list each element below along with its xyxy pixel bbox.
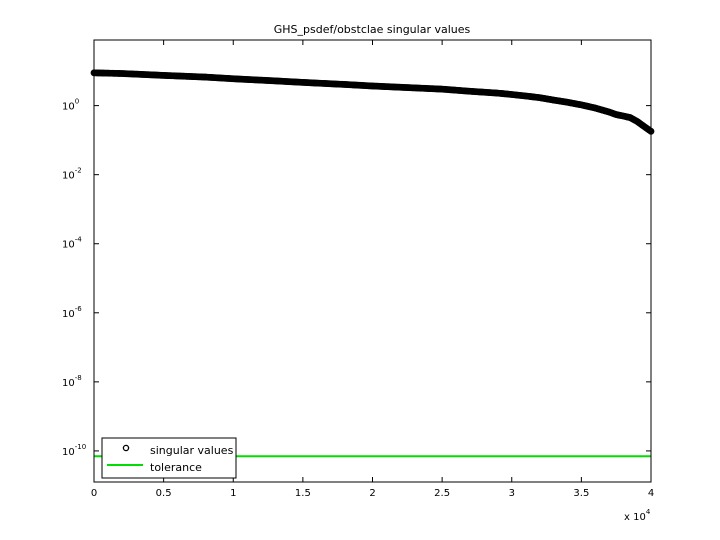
svg-text:x 104: x 104 (624, 508, 651, 523)
x-tick-label: 3 (509, 488, 515, 499)
y-tick-label: 10-8 (62, 374, 82, 389)
legend-marker-singular-values (122, 444, 130, 452)
chart-title: GHS_psdef/obstclae singular values (274, 23, 471, 36)
y-tick-label: 10-2 (62, 167, 82, 182)
x-multiplier-prefix: x 10 (624, 512, 646, 523)
x-tick-label: 2.5 (434, 488, 450, 499)
x-tick-label: 2 (369, 488, 375, 499)
x-multiplier-label: x 104 (624, 508, 651, 523)
x-tick-label: 4 (648, 488, 654, 499)
legend-label-tolerance: tolerance (150, 461, 202, 474)
x-tick-label: 0 (91, 488, 97, 499)
x-tick-label: 3.5 (573, 488, 589, 499)
plot-marks (90, 69, 655, 458)
y-axis: 100 10-2 10-4 10-6 10-8 10-10 (62, 98, 651, 458)
legend: singular values tolerance (101, 437, 237, 479)
x-tick-label: 1.5 (295, 488, 311, 499)
y-tick-label: 100 (62, 98, 79, 113)
y-tick-label: 10-10 (62, 443, 86, 458)
legend-box (101, 437, 237, 479)
x-multiplier-exponent: 4 (646, 508, 651, 516)
x-tick-label: 0.5 (156, 488, 172, 499)
x-axis: 0 0.5 1 1.5 2 2.5 3 3.5 4 (91, 40, 654, 499)
y-tick-label: 10-6 (62, 305, 82, 320)
y-tick-label: 10-4 (62, 236, 82, 251)
x-tick-label: 1 (230, 488, 236, 499)
legend-label-singular-values: singular values (150, 444, 234, 457)
